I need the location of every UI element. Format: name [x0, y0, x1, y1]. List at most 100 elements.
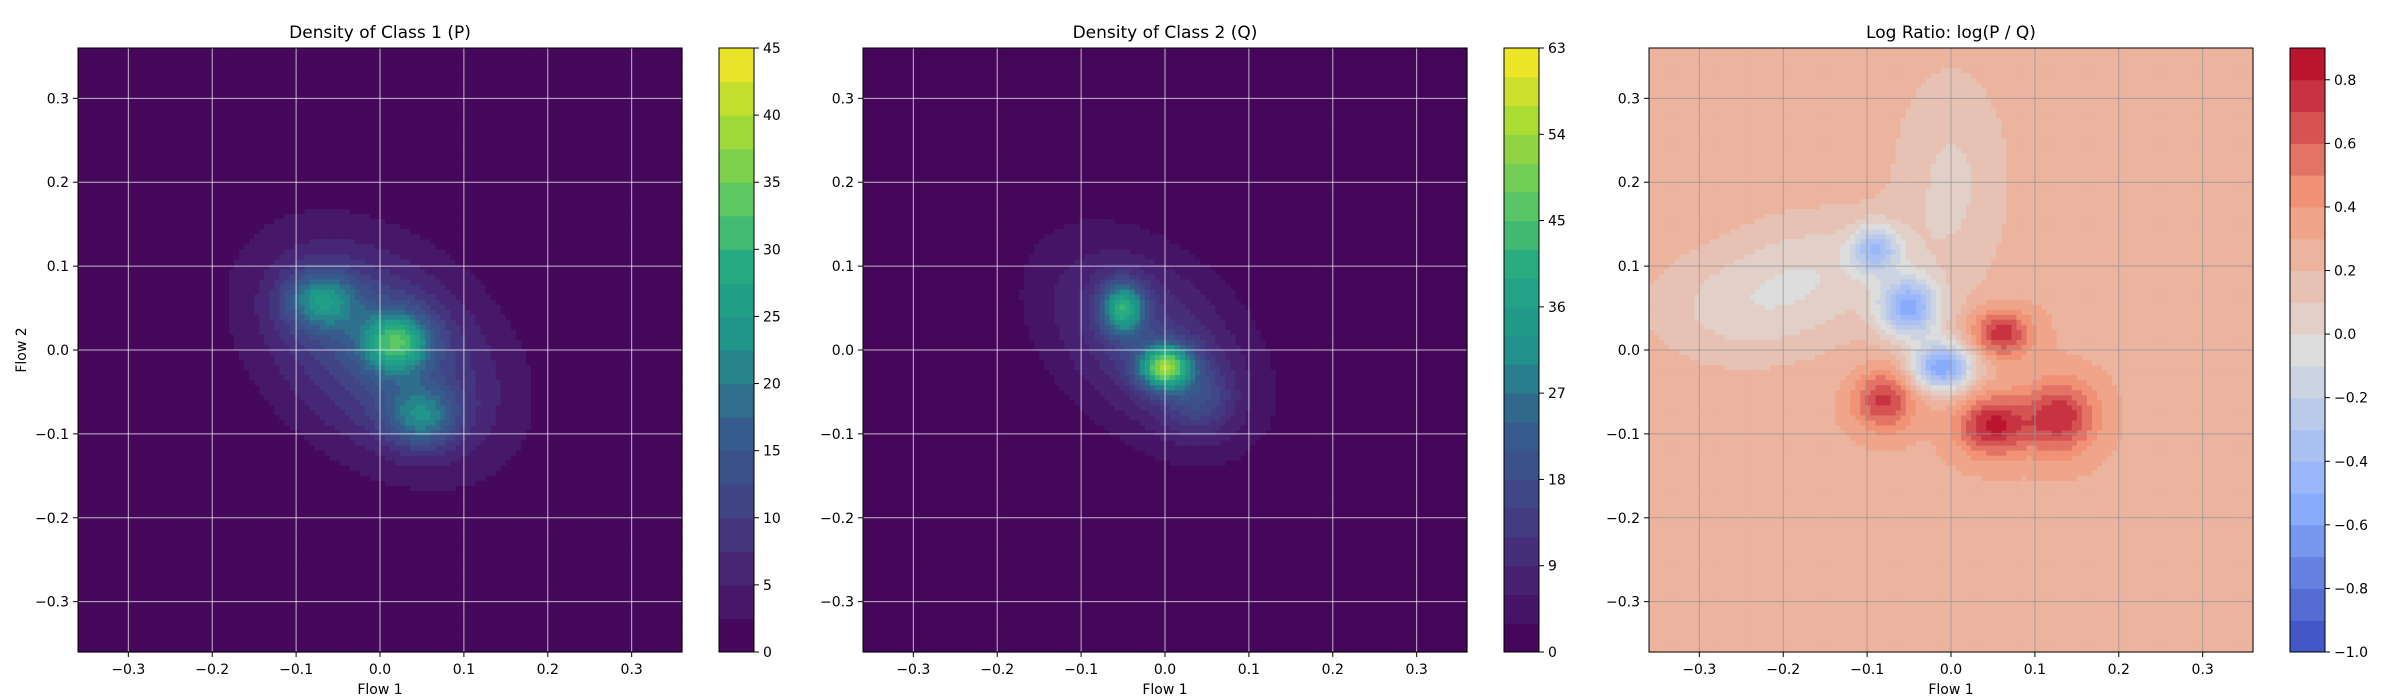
heatmap-cell	[108, 607, 114, 613]
heatmap-cell	[103, 204, 109, 210]
heatmap-cell	[88, 184, 94, 190]
heatmap-cell	[93, 310, 99, 316]
heatmap-cell	[93, 259, 99, 265]
heatmap-cell	[103, 194, 109, 200]
heatmap-cell	[103, 254, 109, 260]
heatmap-cell	[88, 335, 94, 341]
heatmap-cell	[98, 63, 104, 69]
heatmap-cell	[88, 360, 94, 366]
heatmap-cell	[103, 280, 109, 286]
heatmap-cell	[88, 632, 94, 638]
heatmap-cell	[103, 118, 109, 124]
heatmap-cell	[93, 405, 99, 411]
heatmap-cell	[98, 632, 104, 638]
heatmap-cell	[113, 300, 119, 306]
heatmap-cell	[88, 491, 94, 497]
heatmap-cell	[113, 113, 119, 119]
heatmap-cell	[113, 295, 119, 301]
heatmap-cell	[103, 239, 109, 245]
heatmap-cell	[108, 249, 114, 255]
heatmap-cell	[78, 375, 84, 381]
heatmap-cell	[108, 511, 114, 517]
heatmap-cell	[108, 254, 114, 260]
heatmap-cell	[78, 295, 84, 301]
heatmap-cell	[88, 501, 94, 507]
heatmap-cell	[98, 622, 104, 628]
heatmap-cell	[113, 209, 119, 215]
heatmap-cell	[83, 53, 89, 59]
heatmap-cell	[88, 426, 94, 432]
heatmap-cell	[103, 199, 109, 205]
heatmap-cell	[113, 134, 119, 140]
heatmap-cell	[113, 234, 119, 240]
heatmap-cell	[108, 214, 114, 220]
heatmap-cell	[98, 415, 104, 421]
heatmap-cell	[113, 305, 119, 311]
heatmap-cell	[83, 632, 89, 638]
heatmap-cell	[103, 380, 109, 386]
heatmap-cell	[78, 199, 84, 205]
heatmap-cell	[103, 124, 109, 130]
heatmap-cell	[98, 174, 104, 180]
heatmap-cell	[113, 48, 119, 54]
heatmap-cell	[93, 622, 99, 628]
heatmap-cell	[93, 410, 99, 416]
heatmap-cell	[93, 219, 99, 225]
heatmap-cell	[108, 310, 114, 316]
heatmap-cell	[88, 108, 94, 114]
heatmap-cell	[113, 204, 119, 210]
heatmap-cell	[93, 501, 99, 507]
heatmap-cell	[78, 169, 84, 175]
heatmap-cell	[103, 577, 109, 583]
heatmap-cell	[83, 295, 89, 301]
heatmap-cell	[78, 244, 84, 250]
heatmap-cell	[83, 617, 89, 623]
heatmap-cell	[78, 124, 84, 130]
heatmap-cell	[103, 264, 109, 270]
heatmap-cell	[108, 521, 114, 527]
heatmap-cell	[98, 295, 104, 301]
heatmap-cell	[108, 390, 114, 396]
heatmap-cell	[108, 144, 114, 150]
heatmap-cell	[108, 68, 114, 74]
heatmap-cell	[103, 244, 109, 250]
heatmap-cell	[93, 587, 99, 593]
heatmap-cell	[103, 360, 109, 366]
heatmap-cell	[78, 436, 84, 442]
heatmap-cell	[83, 355, 89, 361]
heatmap-cell	[103, 592, 109, 598]
heatmap-cell	[88, 285, 94, 291]
heatmap-cell	[103, 602, 109, 608]
heatmap-cell	[78, 466, 84, 472]
heatmap-cell	[113, 335, 119, 341]
heatmap-cell	[108, 365, 114, 371]
heatmap-cell	[103, 154, 109, 160]
heatmap-cell	[88, 73, 94, 79]
heatmap-cell	[88, 566, 94, 572]
heatmap-cell	[98, 395, 104, 401]
heatmap-cell	[83, 224, 89, 230]
heatmap-cell	[83, 587, 89, 593]
heatmap-cell	[78, 451, 84, 457]
heatmap-cell	[98, 169, 104, 175]
heatmap-cell	[78, 481, 84, 487]
heatmap-cell	[88, 587, 94, 593]
heatmap-cell	[83, 204, 89, 210]
heatmap-cell	[78, 526, 84, 532]
heatmap-cell	[83, 129, 89, 135]
heatmap-cell	[103, 310, 109, 316]
heatmap-cell	[108, 285, 114, 291]
heatmap-cell	[103, 426, 109, 432]
heatmap-cell	[88, 380, 94, 386]
heatmap-cell	[98, 330, 104, 336]
heatmap-cell	[98, 420, 104, 426]
heatmap-cell	[83, 521, 89, 527]
heatmap-cell	[103, 300, 109, 306]
heatmap-cell	[98, 300, 104, 306]
heatmap-cell	[113, 83, 119, 89]
heatmap-cell	[108, 491, 114, 497]
heatmap-cell	[83, 451, 89, 457]
heatmap-cell	[113, 118, 119, 124]
heatmap-cell	[108, 476, 114, 482]
heatmap-cell	[83, 441, 89, 447]
